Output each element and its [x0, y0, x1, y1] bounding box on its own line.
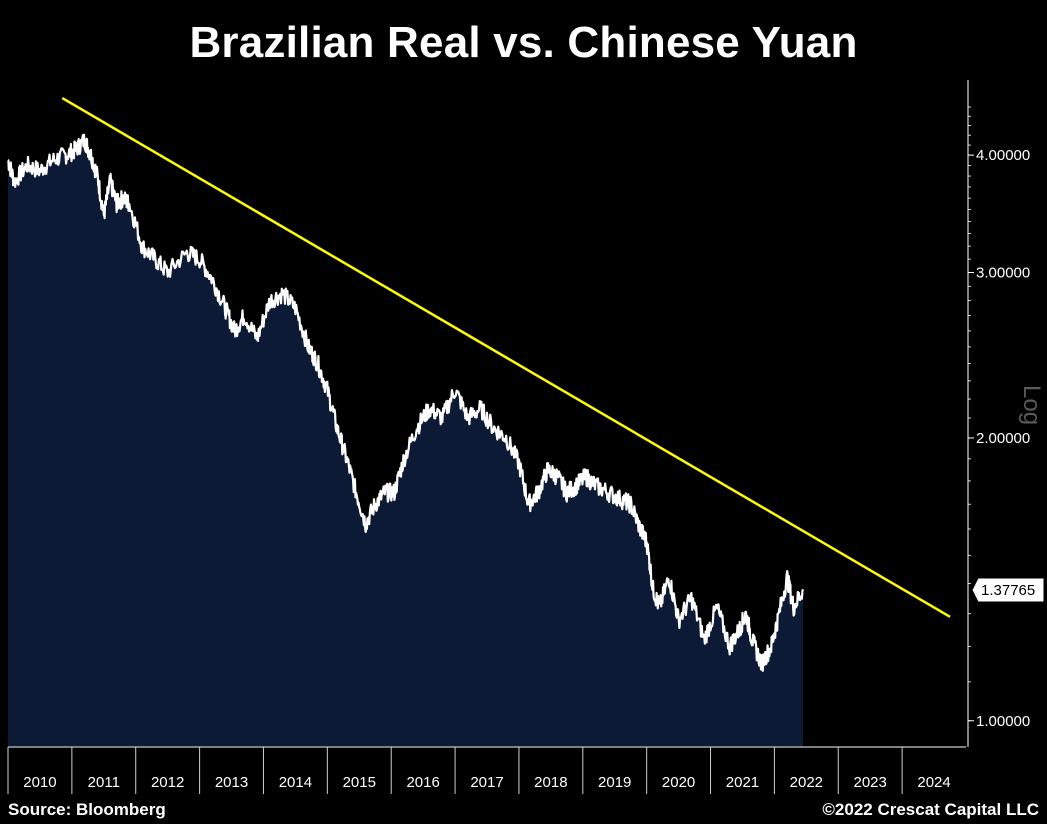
x-tick-label: 2018: [534, 774, 567, 791]
x-tick-label: 2013: [215, 774, 248, 791]
x-tick-label: 2019: [598, 774, 631, 791]
y-tick-label: 4.00000: [976, 147, 1030, 164]
source-note: Source: Bloomberg: [8, 800, 166, 819]
x-tick-label: 2011: [88, 774, 120, 791]
x-tick-label: 2021: [726, 774, 759, 791]
x-tick-label: 2020: [662, 774, 695, 791]
y-tick-label: 2.00000: [976, 430, 1030, 447]
x-tick-label: 2024: [917, 774, 950, 791]
copyright-note: ©2022 Crescat Capital LLC: [822, 800, 1039, 819]
x-tick-label: 2017: [470, 774, 503, 791]
y-tick-label: 1.00000: [976, 713, 1030, 730]
chart-title: Brazilian Real vs. Chinese Yuan: [189, 18, 858, 67]
x-tick-label: 2023: [854, 774, 887, 791]
axes: 1.00000 2.00000 3.00000 4.00000 Log 1.37765 20…: [7, 80, 1045, 794]
last-value-marker: [971, 577, 1045, 603]
y-axis-label: Log: [1018, 385, 1045, 425]
x-tick-label: 2014: [279, 774, 312, 791]
plot-area: [7, 97, 951, 746]
y-tick-label: 3.00000: [976, 264, 1030, 281]
x-tick-label: 2016: [406, 774, 439, 791]
x-tick-label: 2015: [343, 774, 376, 791]
x-tick-label: 2022: [790, 774, 823, 791]
last-value-label: 1.37765: [981, 582, 1035, 599]
x-tick-label: 2012: [151, 774, 184, 791]
series-area: [8, 134, 804, 746]
x-tick-label: 2010: [23, 774, 56, 791]
series-line: [7, 133, 805, 672]
trendline: [61, 97, 951, 618]
